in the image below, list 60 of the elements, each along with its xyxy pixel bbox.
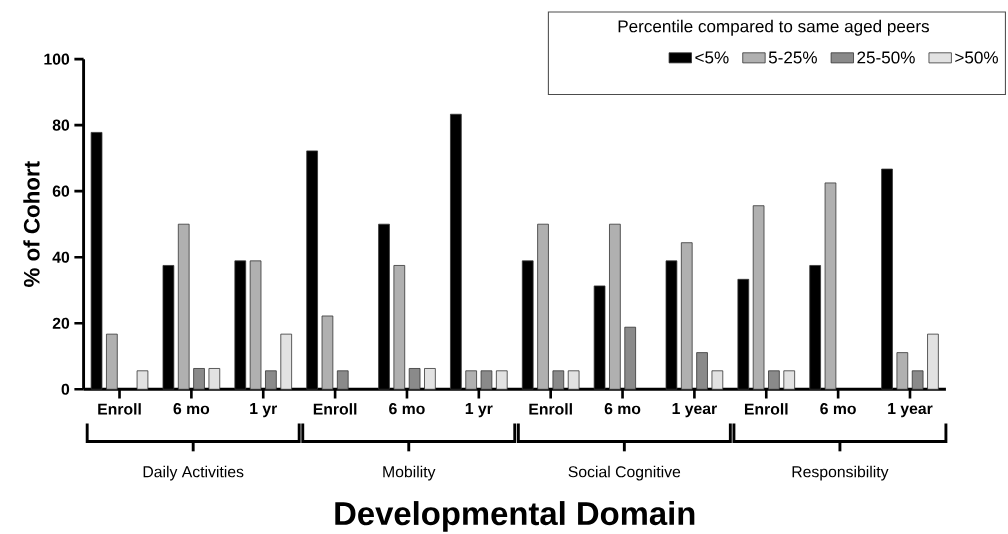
bar [465, 370, 477, 390]
x-tick-label: 6 mo [820, 403, 856, 415]
bar [265, 370, 277, 390]
bar [106, 333, 118, 390]
bar [424, 368, 436, 390]
bar [911, 370, 924, 390]
text: Responsibility [792, 465, 889, 481]
bar [208, 368, 221, 390]
x-axis-title: Developmental Domain [335, 501, 695, 532]
x-tick-label: 6 mo [389, 403, 425, 415]
x-tick-label: Enroll [98, 403, 141, 415]
bar [783, 370, 796, 390]
text: Mobility [383, 465, 436, 481]
legend-label: <5% [695, 51, 729, 64]
bar [336, 370, 349, 390]
bar [249, 260, 262, 390]
y-tick-label: 20 [52, 317, 70, 329]
bar [280, 333, 293, 390]
y-tick-label: 40 [52, 251, 70, 263]
bar [927, 333, 939, 390]
bar [896, 352, 909, 390]
bar [537, 223, 549, 390]
bar [768, 370, 780, 390]
y-axis-title: % of Cohort [23, 161, 40, 287]
legend-label: >50% [955, 51, 998, 64]
x-tick-label: 6 mo [604, 403, 641, 415]
x-tick-label: 6 mo [173, 403, 210, 415]
bar [567, 370, 580, 390]
x-tick-label: 1 yr [250, 403, 278, 418]
bar [177, 223, 190, 390]
bar [552, 370, 565, 390]
x-tick-label: Enroll [744, 403, 788, 415]
bar [711, 370, 724, 390]
legend-label: 25-50% [857, 51, 915, 64]
y-tick-label: 80 [52, 119, 70, 131]
text: Social Cognitive [568, 465, 681, 481]
x-tick-label: 1 yr [465, 403, 493, 418]
bar [408, 368, 421, 390]
x-tick-label: 1 year [888, 403, 933, 418]
bar [609, 223, 621, 390]
bar [393, 265, 406, 390]
bar [752, 205, 765, 390]
bar [136, 370, 149, 390]
bar [824, 182, 837, 390]
x-tick-label: 1 year [672, 403, 717, 418]
bar [680, 242, 693, 390]
text: Daily Activities [143, 465, 244, 481]
bar [624, 326, 637, 390]
legend-label: 5-25% [768, 51, 817, 64]
bar [480, 370, 493, 390]
x-tick-label: Enroll [529, 403, 572, 415]
bar [193, 368, 205, 390]
y-tick-label: 60 [52, 185, 70, 197]
bar [321, 315, 334, 390]
legend-title: Percentile compared to same aged peers [618, 19, 929, 36]
bar [495, 370, 508, 390]
y-tick-label: 100 [44, 53, 70, 65]
y-tick-label: 0 [61, 383, 70, 395]
x-tick-label: Enroll [313, 403, 357, 415]
bar [696, 352, 708, 390]
